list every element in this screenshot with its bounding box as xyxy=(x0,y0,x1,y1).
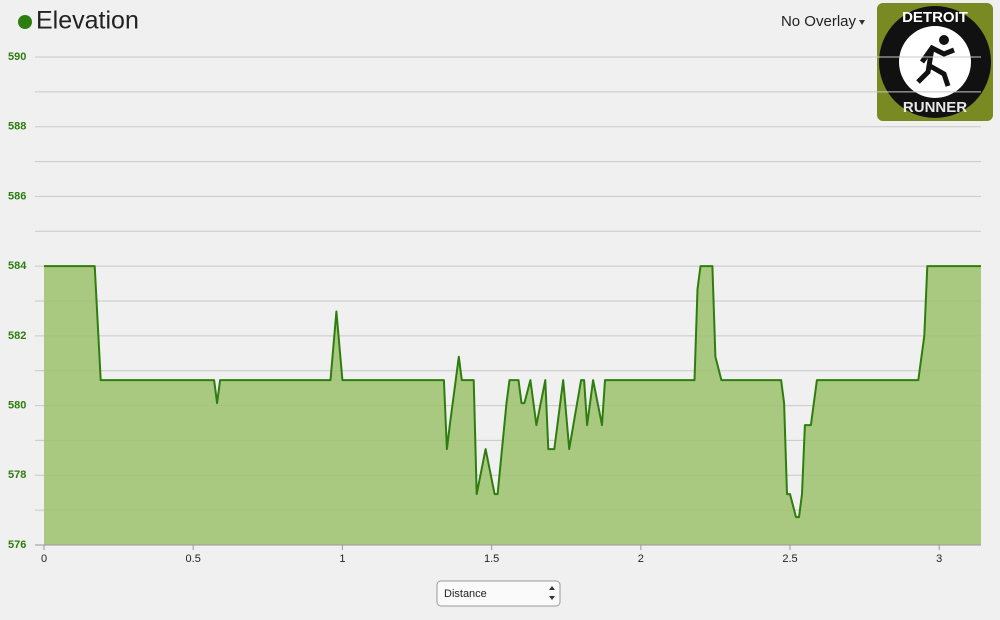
x-tick-label: 3 xyxy=(936,553,942,565)
x-tick-label: 0 xyxy=(41,553,47,565)
x-tick-label: 2.5 xyxy=(782,553,797,565)
selector-box[interactable] xyxy=(436,580,561,607)
overlay-menu[interactable]: No Overlay xyxy=(781,13,857,30)
chart-title: Elevation xyxy=(36,7,139,35)
line xyxy=(44,265,981,519)
y-tick-label: 590 xyxy=(8,51,26,63)
logo-center xyxy=(899,26,971,98)
y-tick-label: 582 xyxy=(8,330,26,342)
x-tick-label: 0.5 xyxy=(186,553,201,565)
y-tick-label: 588 xyxy=(8,121,26,133)
y-tick-label: 584 xyxy=(8,260,27,272)
logo-head xyxy=(939,35,949,45)
logo-runner xyxy=(916,44,955,87)
y-tick-label: 586 xyxy=(8,190,26,202)
selector-arrows xyxy=(549,586,555,600)
logo: DETROIT RUNNER xyxy=(877,3,993,121)
logo-bottom: RUNNER xyxy=(903,99,967,116)
y-tick-label: 576 xyxy=(8,539,26,551)
area xyxy=(44,266,981,545)
y-tick-label: 578 xyxy=(8,469,26,481)
selector-label[interactable]: Distance xyxy=(444,588,487,600)
x-selector[interactable]: Distance xyxy=(436,580,561,607)
x-tick-label: 2 xyxy=(638,553,644,565)
logo-top: DETROIT xyxy=(902,9,968,26)
x-tick-label: 1 xyxy=(339,553,345,565)
x-tick-label: 1.5 xyxy=(484,553,499,565)
overlay-arrow xyxy=(859,20,865,25)
y-tick-label: 580 xyxy=(8,399,26,411)
title-dot xyxy=(18,15,32,29)
